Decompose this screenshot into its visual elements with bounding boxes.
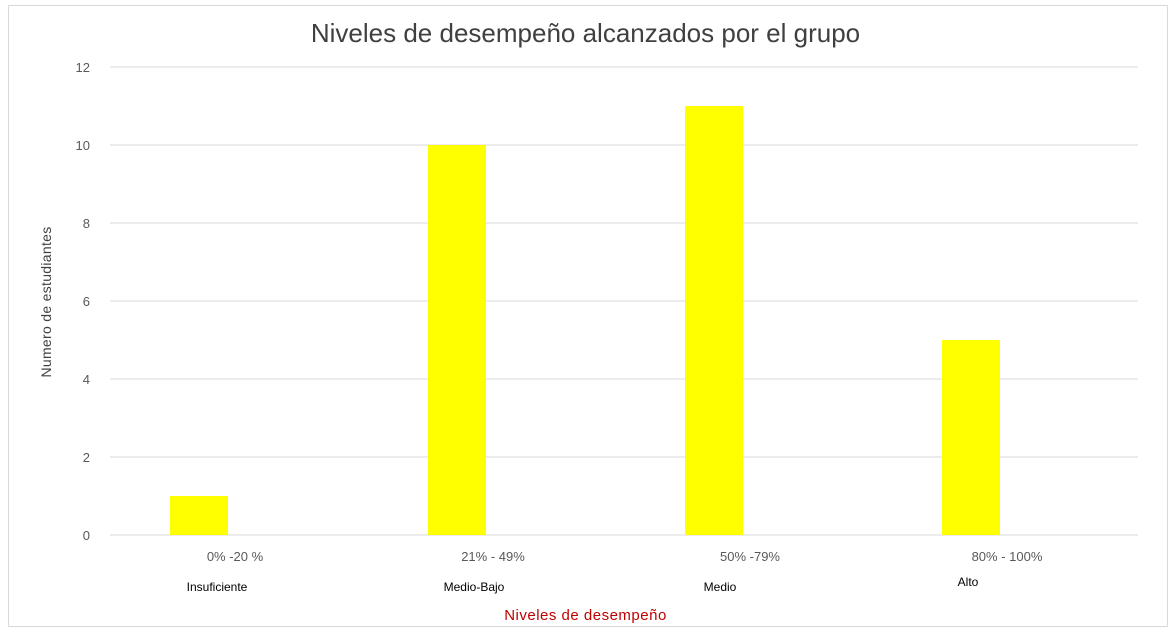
y-tick-label: 4	[83, 372, 90, 387]
y-tick-label: 6	[83, 294, 90, 309]
bar	[428, 145, 486, 535]
chart-title: Niveles de desempeño alcanzados por el g…	[310, 18, 861, 48]
y-tick-label: 10	[76, 138, 90, 153]
y-tick-label: 8	[83, 216, 90, 231]
category-sublabel: Medio	[704, 580, 737, 594]
y-tick-label: 2	[83, 450, 90, 465]
x-tick-label: 50% -79%	[720, 549, 780, 564]
x-tick-label: 0% -20 %	[207, 549, 264, 564]
bar	[942, 340, 1000, 535]
category-sublabel: Medio-Bajo	[444, 580, 505, 594]
bar	[685, 106, 743, 535]
category-sublabel: Insuficiente	[187, 580, 248, 594]
y-tick-label: 12	[76, 60, 90, 75]
x-tick-label: 80% - 100%	[972, 549, 1043, 564]
x-axis-label: Niveles de desempeño	[504, 607, 667, 624]
category-sublabel: Alto	[958, 575, 979, 589]
x-tick-label: 21% - 49%	[461, 549, 525, 564]
y-tick-label: 0	[83, 528, 90, 543]
bar	[170, 496, 228, 535]
